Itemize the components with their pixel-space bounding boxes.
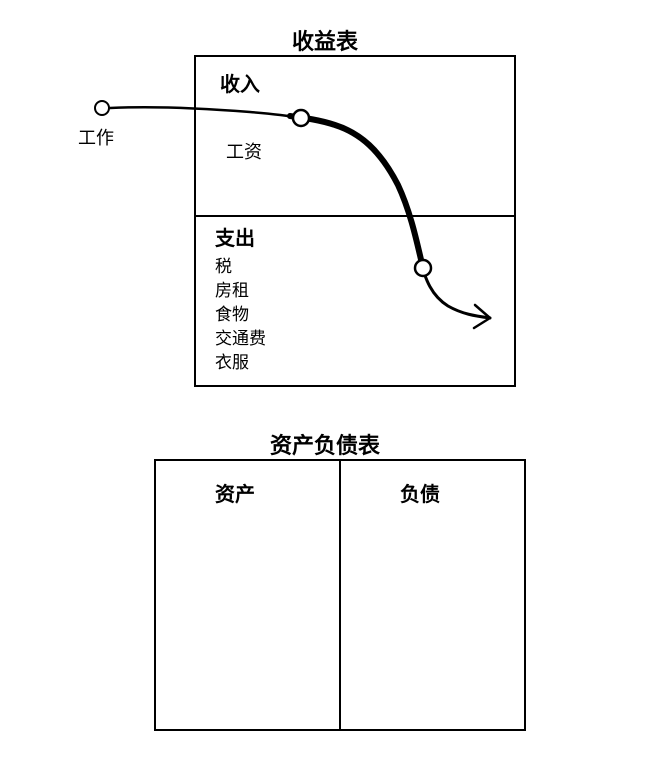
expense-item: 衣服 xyxy=(215,348,249,373)
expense-node xyxy=(415,260,431,276)
salary-node xyxy=(293,110,309,126)
expense-item: 食物 xyxy=(215,300,249,325)
diagram-canvas xyxy=(0,0,650,757)
expense-item: 房租 xyxy=(215,276,249,301)
salary-label: 工资 xyxy=(226,138,262,164)
flow-arrow-thin-start xyxy=(110,107,301,118)
balance-sheet-title: 资产负债表 xyxy=(255,428,395,460)
work-label: 工作 xyxy=(78,124,114,150)
liability-label: 负债 xyxy=(400,478,440,507)
income-statement-title: 收益表 xyxy=(265,24,385,56)
work-node xyxy=(95,101,109,115)
expense-item: 交通费 xyxy=(215,324,266,349)
flow-arrow-thick-middle xyxy=(290,116,423,268)
asset-label: 资产 xyxy=(215,478,255,507)
expense-label: 支出 xyxy=(215,222,255,251)
expense-item: 税 xyxy=(215,252,232,277)
income-label: 收入 xyxy=(220,68,260,97)
